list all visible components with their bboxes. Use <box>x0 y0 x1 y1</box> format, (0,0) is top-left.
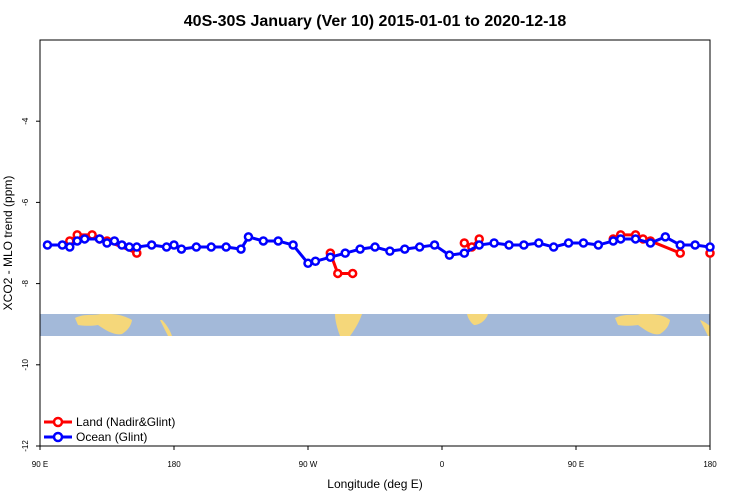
land-shape-nz-2 <box>700 320 710 336</box>
land-shape-australia-2 <box>615 314 670 335</box>
legend-label-land: Land (Nadir&Glint) <box>76 415 175 429</box>
ocean-point <box>705 242 715 252</box>
ocean-point <box>615 234 626 244</box>
ocean-point <box>459 248 470 258</box>
ocean-point <box>370 242 380 252</box>
ocean-point <box>400 244 410 254</box>
chart-title: 40S-30S January (Ver 10) 2015-01-01 to 2… <box>184 13 567 30</box>
land-point <box>347 268 358 279</box>
ocean-point <box>117 240 127 250</box>
ocean-point <box>414 242 425 252</box>
land-point <box>675 248 685 258</box>
ocean-point <box>146 240 157 250</box>
ocean-point <box>608 236 618 246</box>
ocean-point <box>504 240 514 250</box>
ocean-point <box>675 240 685 250</box>
series-layer <box>42 230 715 279</box>
ocean-point <box>169 240 179 250</box>
ocean-point <box>243 232 254 242</box>
legend-marker-ocean <box>52 431 64 443</box>
y-axis-label: XCO2 - MLO trend (ppm) <box>1 176 15 311</box>
ocean-point <box>72 236 82 246</box>
ocean-point <box>325 252 336 262</box>
ocean-point <box>258 236 269 246</box>
x-axis: 90 E 180 90 W 0 90 E 180 <box>32 446 717 469</box>
ocean-point <box>474 240 484 250</box>
ocean-point <box>191 242 202 252</box>
ocean-point <box>94 234 105 244</box>
ocean-point <box>548 242 559 252</box>
ocean-point <box>273 236 283 246</box>
land-shape-south-america <box>335 314 362 336</box>
y-tick-label: -6 <box>21 198 30 206</box>
ocean-point <box>42 240 53 250</box>
ocean-point <box>109 236 120 246</box>
y-tick-label: -4 <box>21 117 30 125</box>
ocean-point <box>355 244 365 254</box>
ocean-point <box>429 240 440 250</box>
legend-marker-land <box>52 416 64 428</box>
ocean-point <box>690 240 700 250</box>
ocean-point <box>176 244 187 254</box>
legend: Land (Nadir&Glint) Ocean (Glint) <box>44 415 175 444</box>
x-tick-label: 0 <box>440 460 445 469</box>
y-axis: -4 -6 -8 -10 -12 <box>21 117 40 452</box>
ocean-point <box>630 234 641 244</box>
ocean-point <box>236 244 246 254</box>
land-shape-australia <box>75 314 132 335</box>
x-tick-label: 90 E <box>568 460 584 469</box>
ocean-point <box>489 238 499 248</box>
ocean-point <box>102 238 112 248</box>
ocean-point <box>221 242 231 252</box>
ocean-point <box>444 250 455 260</box>
y-tick-label: -12 <box>21 440 30 452</box>
land-point <box>333 268 343 279</box>
x-tick-label: 90 W <box>299 460 318 469</box>
ocean-point <box>519 240 529 250</box>
land-point <box>87 230 97 240</box>
ocean-point <box>79 234 90 244</box>
ocean-point <box>563 238 574 248</box>
ocean-point <box>385 246 395 256</box>
ocean-point <box>534 238 544 248</box>
x-tick-label: 180 <box>703 460 717 469</box>
ocean-point <box>578 238 589 248</box>
ocean-point <box>593 240 604 250</box>
x-tick-label: 90 E <box>32 460 48 469</box>
ocean-point <box>132 242 142 252</box>
x-axis-label: Longitude (deg E) <box>327 477 422 491</box>
ocean-point <box>65 242 75 252</box>
ocean-point <box>206 242 216 252</box>
ocean-point <box>288 240 298 250</box>
ocean-point <box>161 242 172 252</box>
ocean-point <box>124 242 135 252</box>
land-shape-africa <box>467 314 488 325</box>
ocean-point <box>660 232 671 242</box>
land-shape-nz <box>160 320 172 336</box>
ocean-point <box>310 256 321 267</box>
y-tick-label: -8 <box>21 279 30 287</box>
land-point <box>459 238 470 248</box>
ocean-point <box>57 240 68 250</box>
ocean-point <box>303 258 313 269</box>
x-tick-label: 180 <box>167 460 181 469</box>
legend-label-ocean: Ocean (Glint) <box>76 430 147 444</box>
ocean-strip <box>40 314 710 336</box>
ocean-point <box>645 238 656 248</box>
ocean-point <box>340 248 350 258</box>
map-strip <box>40 314 710 336</box>
y-tick-label: -10 <box>21 358 30 370</box>
